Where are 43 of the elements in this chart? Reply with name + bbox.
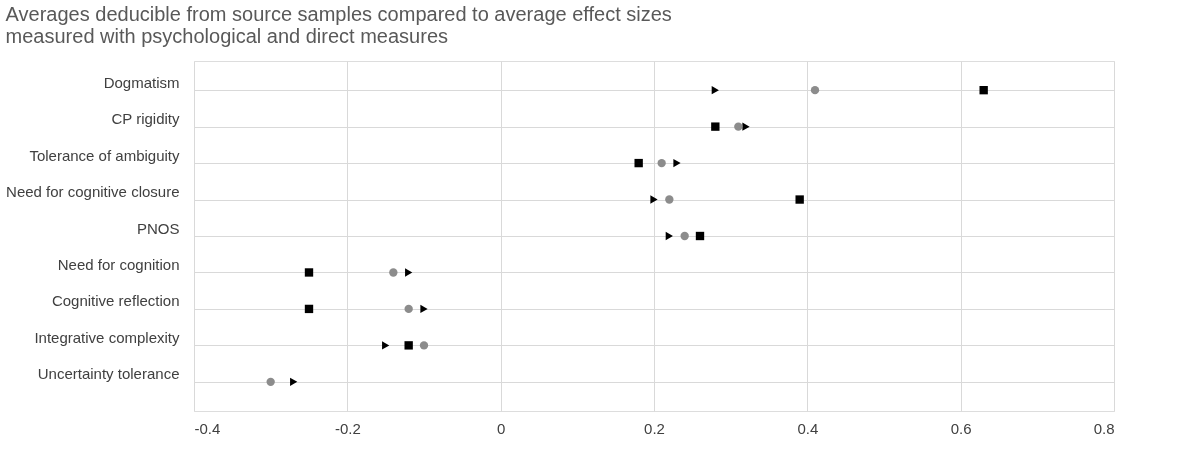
point <box>711 85 719 95</box>
x-tick-label: 0.4 <box>797 419 819 437</box>
point <box>266 377 275 387</box>
y-tick-label: Need for cognitive closure <box>6 183 180 201</box>
point <box>304 304 314 314</box>
y-tick-label: PNOS <box>136 219 180 237</box>
point <box>419 341 429 350</box>
chart-title: Averages deducible from source samples compared to average effect sizes measured with psychological and direct measures <box>5 3 672 47</box>
point <box>382 341 390 350</box>
x-tick-label: 0 <box>496 419 506 437</box>
point <box>795 195 804 204</box>
point <box>665 195 674 204</box>
point <box>657 158 666 168</box>
point <box>979 85 988 95</box>
point <box>665 231 673 241</box>
point <box>680 231 689 241</box>
point <box>405 268 413 277</box>
point <box>404 341 413 350</box>
y-tick-label: Cognitive reflection <box>51 292 180 310</box>
point <box>650 195 658 204</box>
point <box>810 85 820 95</box>
point <box>404 304 413 314</box>
point <box>734 122 743 131</box>
x-tick-label: -0.2 <box>334 419 361 437</box>
point <box>695 231 705 241</box>
point <box>290 377 298 387</box>
point <box>420 304 428 314</box>
x-tick-label: 0.8 <box>1093 419 1115 437</box>
x-tick-label: -0.4 <box>194 419 221 437</box>
point <box>742 122 750 131</box>
y-tick-label: CP rigidity <box>111 110 180 128</box>
y-tick-label: Tolerance of ambiguity <box>29 146 180 164</box>
y-tick-label: Uncertainty tolerance <box>37 365 180 383</box>
point <box>673 158 681 168</box>
y-tick-label: Dogmatism <box>103 73 180 91</box>
x-tick-label: 0.6 <box>950 419 972 437</box>
point <box>304 268 314 277</box>
point <box>389 268 398 277</box>
y-tick-label: Integrative complexity <box>34 328 180 346</box>
point <box>634 158 643 168</box>
y-tick-label: Need for cognition <box>57 255 180 273</box>
point <box>711 122 720 131</box>
x-tick-label: 0.2 <box>644 419 665 437</box>
